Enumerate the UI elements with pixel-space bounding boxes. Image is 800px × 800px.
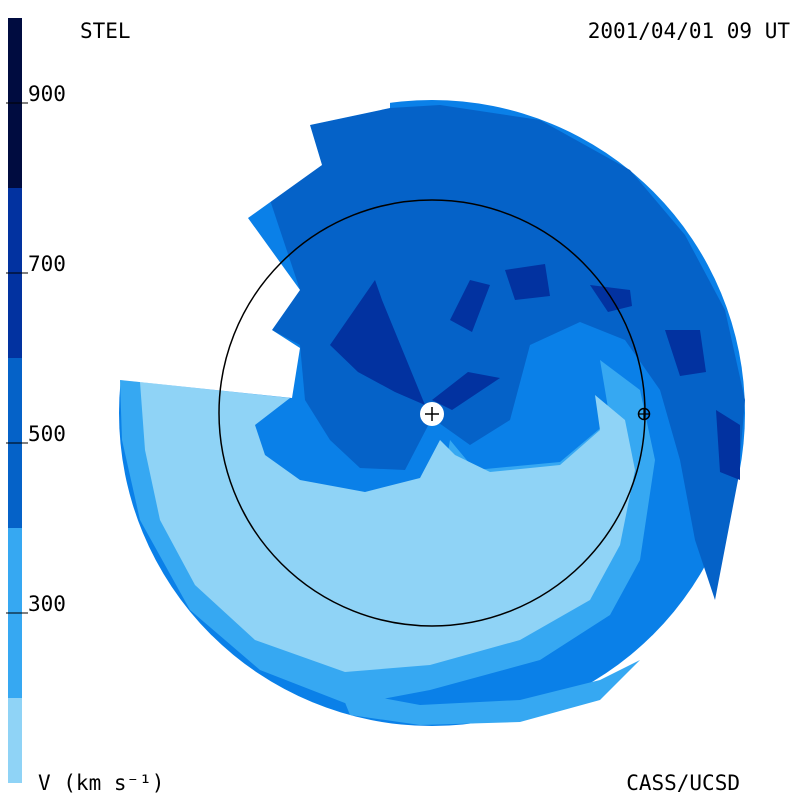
y-tick-label: 300: [28, 592, 66, 616]
chart-subtitle: 2001/04/01 09 UT: [588, 19, 791, 43]
y-tick-label: 700: [28, 252, 66, 276]
y-tick-label: 500: [28, 422, 66, 446]
low-region: [140, 382, 635, 672]
earth-orbit: [218, 199, 646, 627]
colorbar-band: [8, 698, 22, 783]
chart-title: STEL: [80, 19, 131, 43]
no-data-mask: [0, 0, 390, 398]
credit: CASS/UCSD: [626, 771, 740, 795]
y-tick-label: 900: [28, 82, 66, 106]
colorbar: 300 500 700 900: [6, 18, 66, 783]
velocity-map: [0, 0, 745, 726]
earth-marker: [638, 408, 650, 420]
high-region: [270, 105, 745, 600]
sun-marker: [425, 407, 439, 421]
colorbar-label: V (km s⁻¹): [38, 771, 164, 795]
